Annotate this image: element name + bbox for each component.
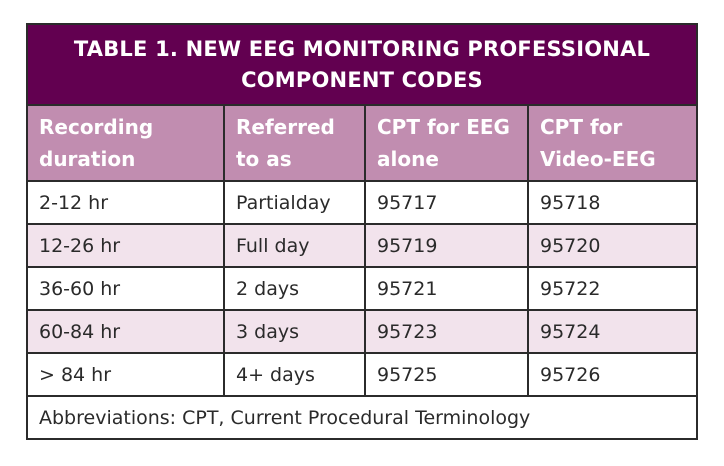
cell-cpt-eeg: 95721 — [366, 268, 529, 309]
table-footer-row: Abbreviations: CPT, Current Procedural T… — [28, 397, 696, 438]
cell-referred: 3 days — [225, 311, 366, 352]
header-cpt-video-eeg: CPT for Video-EEG — [540, 115, 656, 171]
cell-referred: 4+ days — [225, 354, 366, 395]
cell-referred: Partialday — [225, 182, 366, 223]
table-row: > 84 hr 4+ days 95725 95726 — [28, 354, 696, 397]
cell-cpt-eeg: 95717 — [366, 182, 529, 223]
table-row: 12-26 hr Full day 95719 95720 — [28, 225, 696, 268]
cell-duration: 2-12 hr — [28, 182, 225, 223]
header-cpt-eeg-alone: CPT for EEG alone — [366, 106, 529, 180]
cell-referred: 2 days — [225, 268, 366, 309]
table-title-line-1: TABLE 1. NEW EEG MONITORING PROFESSIONAL — [73, 36, 651, 61]
table-row: 2-12 hr Partialday 95717 95718 — [28, 182, 696, 225]
cell-cpt-video-eeg: 95720 — [540, 234, 601, 257]
header-recording-duration: Recording duration — [28, 106, 225, 180]
table-header-row: Recording duration Referred to as CPT fo… — [28, 106, 696, 182]
table-footnote: Abbreviations: CPT, Current Procedural T… — [28, 397, 531, 438]
cell-duration: 60-84 hr — [28, 311, 225, 352]
cell-cpt-eeg: 95725 — [366, 354, 529, 395]
table-row: 60-84 hr 3 days 95723 95724 — [28, 311, 696, 354]
table-title: TABLE 1. NEW EEG MONITORING PROFESSIONAL… — [28, 25, 696, 106]
cell-duration: 36-60 hr — [28, 268, 225, 309]
cell-duration: > 84 hr — [28, 354, 225, 395]
cell-cpt-video-eeg: 95722 — [540, 277, 601, 300]
cell-cpt-video-eeg: 95718 — [540, 191, 601, 214]
cell-cpt-eeg: 95723 — [366, 311, 529, 352]
header-referred-to-as: Referred to as — [225, 106, 366, 180]
cell-cpt-eeg: 95719 — [366, 225, 529, 266]
cpt-codes-table: TABLE 1. NEW EEG MONITORING PROFESSIONAL… — [26, 23, 698, 440]
cell-duration: 12-26 hr — [28, 225, 225, 266]
cell-cpt-video-eeg: 95726 — [540, 363, 601, 386]
cell-referred: Full day — [225, 225, 366, 266]
table-row: 36-60 hr 2 days 95721 95722 — [28, 268, 696, 311]
cell-cpt-video-eeg: 95724 — [540, 320, 601, 343]
table-title-line-2: COMPONENT CODES — [241, 67, 483, 92]
